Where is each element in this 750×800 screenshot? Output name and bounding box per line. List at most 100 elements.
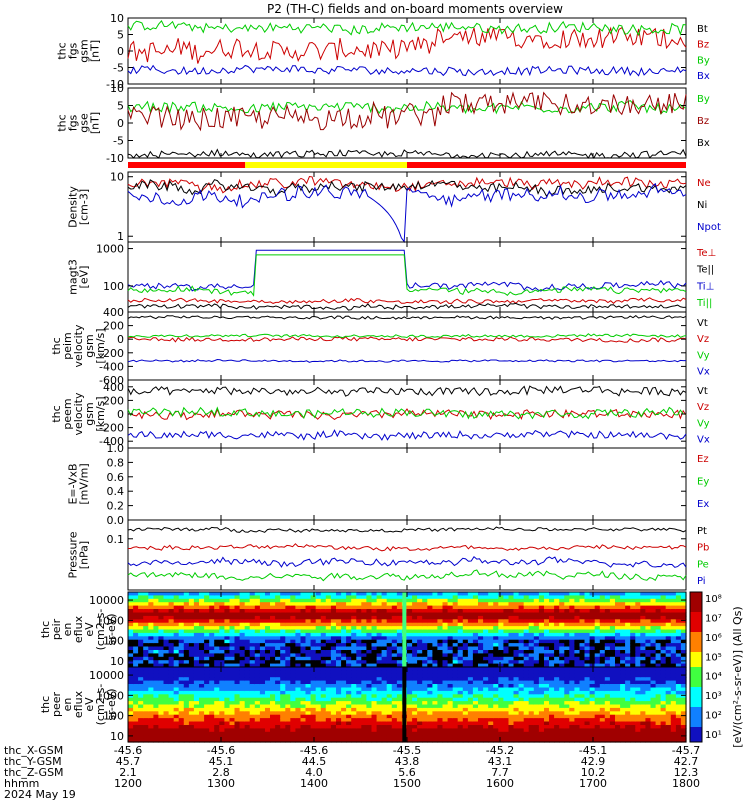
spectrogram-cell — [239, 663, 246, 668]
spectrogram-cell — [635, 670, 641, 675]
spectrogram-cell — [163, 738, 170, 743]
spectrogram-cell — [254, 684, 261, 688]
spectrogram-cell — [386, 728, 393, 733]
spectrogram-cell — [219, 711, 225, 716]
spectrogram-cell — [498, 684, 504, 688]
spectrogram-cell — [244, 643, 251, 648]
spectrogram-cell — [254, 639, 261, 644]
spectrogram-cell — [528, 615, 535, 620]
spectrogram-cell — [635, 598, 641, 603]
spectrogram-cell — [239, 684, 246, 688]
spectrogram-cell — [163, 701, 170, 706]
spectrogram-cell — [138, 704, 144, 709]
spectrogram-cell — [538, 632, 545, 637]
spectrogram-cell — [432, 602, 439, 607]
spectrogram-cell — [330, 670, 337, 675]
spectrogram-cell — [254, 629, 261, 634]
spectrogram-cell — [234, 663, 241, 668]
spectrogram-cell — [244, 701, 251, 706]
spectrogram-cell — [229, 605, 236, 610]
y-tick-label: -400 — [99, 435, 124, 448]
spectrogram-cell — [599, 728, 606, 733]
spectrogram-cell — [427, 690, 433, 695]
spectrogram-cell — [518, 667, 525, 671]
spectrogram-cell — [366, 701, 373, 706]
spectrogram-cell — [330, 615, 337, 620]
spectrogram-cell — [295, 718, 302, 723]
spectrogram-cell — [193, 728, 200, 733]
spectrogram-cell — [386, 738, 393, 743]
spectrogram-cell — [386, 632, 393, 637]
spectrogram-cell — [579, 670, 586, 675]
spectrogram-cell — [280, 667, 286, 671]
spectrogram-cell — [199, 673, 205, 678]
spectrogram-cell — [483, 721, 489, 726]
spectrogram-cell — [447, 656, 454, 661]
spectrogram-cell — [193, 626, 200, 631]
spectrogram-cell — [148, 704, 154, 709]
spectrogram-cell — [442, 667, 449, 671]
spectrogram-cell — [193, 619, 200, 624]
spectrogram-cell — [234, 694, 241, 699]
spectrogram-cell — [640, 660, 646, 665]
spectrogram-cell — [630, 670, 636, 675]
spectrogram-cell — [569, 728, 575, 733]
spectrogram-cell — [574, 670, 581, 675]
spectrogram-cell — [371, 629, 378, 634]
spectrogram-cell — [462, 667, 469, 671]
spectrogram-cell — [128, 687, 134, 692]
spectrogram-cell — [462, 687, 469, 692]
spectrogram-cell — [396, 650, 403, 654]
spectrogram-cell — [229, 639, 236, 644]
spectrogram-cell — [569, 629, 575, 634]
spectrogram-cell — [528, 622, 535, 627]
spectrogram-cell — [214, 725, 220, 729]
spectrogram-cell — [153, 714, 160, 719]
spectrogram-cell — [305, 670, 312, 675]
spectrogram-cell — [320, 711, 327, 716]
spectrogram-cell — [569, 721, 575, 726]
spectrogram-cell — [178, 735, 185, 740]
spectrogram-cell — [498, 697, 504, 702]
spectrogram-cell — [513, 680, 520, 685]
spectrogram-cell — [564, 609, 570, 613]
y-tick-label: 200 — [103, 320, 124, 333]
spectrogram-cell — [315, 598, 322, 603]
spectrogram-cell — [483, 701, 489, 706]
spectrogram-cell — [518, 650, 525, 654]
spectrogram-cell — [183, 738, 190, 743]
spectrogram-cell — [533, 615, 540, 620]
spectrogram-cell — [437, 626, 444, 631]
spectrogram-cell — [574, 612, 581, 617]
spectrogram-cell — [396, 609, 403, 613]
spectrogram-cell — [310, 697, 317, 702]
spectrogram-cell — [178, 660, 185, 665]
spectrogram-cell — [518, 602, 525, 607]
spectrogram-cell — [417, 653, 423, 658]
spectrogram-cell — [270, 612, 276, 617]
spectrogram-cell — [320, 619, 327, 624]
spectrogram-cell — [538, 650, 545, 654]
spectrogram-cell — [366, 677, 373, 682]
spectrogram-cell — [584, 612, 591, 617]
spectrogram-cell — [290, 694, 296, 699]
spectrogram-cell — [204, 656, 210, 661]
spectrogram-cell — [417, 711, 423, 716]
spectrogram-cell — [153, 656, 160, 661]
spectrogram-cell — [412, 653, 418, 658]
spectrogram-cell — [579, 656, 586, 661]
spectrogram-cell — [244, 656, 251, 661]
spectrogram-cell — [188, 605, 195, 610]
spectrogram-cell — [549, 704, 555, 709]
spectrogram-cell — [244, 687, 251, 692]
spectrogram-cell — [478, 738, 484, 743]
spectrogram-cell — [315, 650, 322, 654]
spectrogram-cell — [503, 670, 510, 675]
spectrogram-cell — [498, 711, 504, 716]
spectrogram-cell — [625, 656, 631, 661]
spectrogram-cell — [574, 653, 581, 658]
spectrogram-cell — [341, 615, 347, 620]
spectrogram-cell — [615, 731, 621, 736]
spectrogram-cell — [219, 602, 225, 607]
spectrogram-cell — [625, 738, 631, 743]
